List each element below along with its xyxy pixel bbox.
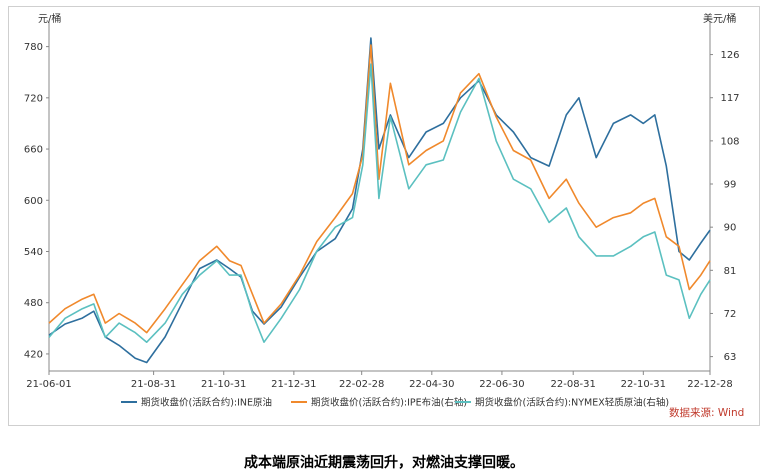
y-right-tick-label: 90 [724,223,737,234]
y-right-tick-label: 108 [720,136,739,147]
y-right-tick-label: 81 [724,266,737,277]
series-line-2 [48,44,711,334]
x-tick-label: 22-08-31 [551,379,596,390]
y-right-tick-label: 117 [720,93,739,104]
legend-label-1: 期货收盘价(活跃合约):INE原油 [141,397,272,409]
y-right-tick-label: 72 [724,309,737,320]
chart-frame: 420 480 540 600 660 720 780 63 72 81 90 99 108 117 126… [8,6,760,426]
x-tick-label: 21-12-31 [271,379,316,390]
series-line-3 [48,63,711,344]
y-left-tick-label: 420 [24,349,43,360]
legend-label-2: 期货收盘价(活跃合约):IPE布油(右轴) [311,397,467,409]
x-tick-label: 22-04-30 [409,379,454,390]
x-tick-label: 22-02-28 [339,379,384,390]
data-source-label: 数据来源: Wind [669,406,744,419]
y-right-tick-label: 99 [724,180,737,191]
y-right-tick-label: 63 [724,352,737,363]
legend: 期货收盘价(活跃合约):INE原油 期货收盘价(活跃合约):IPE布油(右轴) 期货… [121,397,669,409]
x-tick-label: 22-10-31 [621,379,666,390]
chart-caption: 成本端原油近期震荡回升，对燃油支撑回暖。 [244,455,524,471]
y-left-tick-label: 720 [24,93,43,104]
series-line-1 [48,37,711,364]
y-left-tick-label: 780 [24,42,43,53]
axes: 420 480 540 600 660 720 780 63 72 81 90 99 108 117 126… [24,21,740,390]
x-tick-label: 22-06-30 [479,379,524,390]
y-left-tick-label: 660 [24,145,43,156]
y-left-tick-label: 600 [24,196,43,207]
x-tick-label: 21-08-31 [131,379,176,390]
x-tick-label: 21-06-01 [26,379,71,390]
legend-label-3: 期货收盘价(活跃合约):NYMEX轻质原油(右轴) [475,397,669,409]
y-left-tick-label: 480 [24,298,43,309]
y-right-tick-label: 126 [720,50,739,61]
line-chart: 420 480 540 600 660 720 780 63 72 81 90 99 108 117 126… [24,12,744,419]
right-unit-label: 美元/桶 [703,12,736,25]
y-left-tick-label: 540 [24,247,43,258]
x-tick-label: 22-12-28 [687,379,732,390]
x-tick-label: 21-10-31 [201,379,246,390]
left-unit-label: 元/桶 [38,12,61,25]
series-lines [48,37,711,364]
